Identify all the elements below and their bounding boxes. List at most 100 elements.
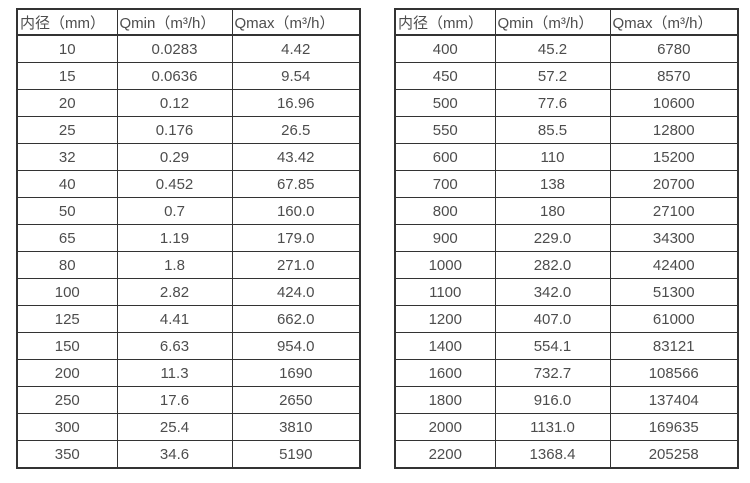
data-cell: 9.54: [231, 62, 361, 90]
data-cell: 800: [394, 197, 496, 225]
data-cell: 600: [394, 143, 496, 171]
data-cell: 160.0: [231, 197, 361, 225]
data-cell: 77.6: [494, 89, 611, 117]
data-cell: 1800: [394, 386, 496, 414]
data-cell: 83121: [609, 332, 739, 360]
data-cell: 20700: [609, 170, 739, 198]
data-cell: 42400: [609, 251, 739, 279]
header-cell: Qmin（m³/h）: [116, 8, 233, 36]
header-cell: Qmax（m³/h）: [231, 8, 361, 36]
data-cell: 179.0: [231, 224, 361, 252]
data-cell: 8570: [609, 62, 739, 90]
data-cell: 25: [16, 116, 118, 144]
data-cell: 61000: [609, 305, 739, 333]
data-cell: 0.176: [116, 116, 233, 144]
data-cell: 1100: [394, 278, 496, 306]
table-row: 300 25.4 3810: [16, 413, 361, 441]
table-row: 150 6.63 954.0: [16, 332, 361, 360]
data-cell: 271.0: [231, 251, 361, 279]
data-cell: 0.0283: [116, 34, 233, 63]
data-cell: 350: [16, 440, 118, 469]
data-cell: 15: [16, 62, 118, 90]
table-row: 100 2.82 424.0: [16, 278, 361, 306]
data-cell: 15200: [609, 143, 739, 171]
data-cell: 4.42: [231, 34, 361, 63]
data-cell: 40: [16, 170, 118, 198]
data-cell: 0.0636: [116, 62, 233, 90]
data-cell: 1131.0: [494, 413, 611, 441]
flow-spec-table-right: 内径（mm） Qmin（m³/h） Qmax（m³/h） 400 45.2 6780 450…: [394, 8, 739, 469]
data-cell: 32: [16, 143, 118, 171]
data-cell: 34.6: [116, 440, 233, 469]
table-row: 25 0.176 26.5: [16, 116, 361, 144]
data-cell: 169635: [609, 413, 739, 441]
table-row: 1400 554.1 83121: [394, 332, 739, 360]
data-cell: 200: [16, 359, 118, 387]
table-row: 125 4.41 662.0: [16, 305, 361, 333]
table-row: 2000 1131.0 169635: [394, 413, 739, 441]
data-cell: 2650: [231, 386, 361, 414]
data-cell: 554.1: [494, 332, 611, 360]
data-cell: 17.6: [116, 386, 233, 414]
data-cell: 6.63: [116, 332, 233, 360]
table-row: 200 11.3 1690: [16, 359, 361, 387]
data-cell: 45.2: [494, 34, 611, 63]
data-cell: 954.0: [231, 332, 361, 360]
data-cell: 500: [394, 89, 496, 117]
table-row: 1800 916.0 137404: [394, 386, 739, 414]
table-row: 700 138 20700: [394, 170, 739, 198]
data-cell: 25.4: [116, 413, 233, 441]
header-cell: 内径（mm）: [16, 8, 118, 36]
data-cell: 0.29: [116, 143, 233, 171]
header-row: 内径（mm） Qmin（m³/h） Qmax（m³/h）: [394, 8, 739, 36]
table-row: 800 180 27100: [394, 197, 739, 225]
data-cell: 57.2: [494, 62, 611, 90]
data-cell: 137404: [609, 386, 739, 414]
flow-spec-tables: 内径（mm） Qmin（m³/h） Qmax（m³/h） 10 0.0283 4.42 15…: [16, 8, 739, 469]
data-cell: 26.5: [231, 116, 361, 144]
data-cell: 10600: [609, 89, 739, 117]
table-row: 1200 407.0 61000: [394, 305, 739, 333]
data-cell: 300: [16, 413, 118, 441]
table-row: 1000 282.0 42400: [394, 251, 739, 279]
data-cell: 4.41: [116, 305, 233, 333]
data-cell: 6780: [609, 34, 739, 63]
data-cell: 85.5: [494, 116, 611, 144]
data-cell: 342.0: [494, 278, 611, 306]
data-cell: 550: [394, 116, 496, 144]
table-row: 10 0.0283 4.42: [16, 34, 361, 63]
data-cell: 1.19: [116, 224, 233, 252]
data-cell: 205258: [609, 440, 739, 469]
data-cell: 250: [16, 386, 118, 414]
table-row: 32 0.29 43.42: [16, 143, 361, 171]
table-row: 450 57.2 8570: [394, 62, 739, 90]
data-cell: 0.12: [116, 89, 233, 117]
data-cell: 20: [16, 89, 118, 117]
table-row: 65 1.19 179.0: [16, 224, 361, 252]
table-row: 80 1.8 271.0: [16, 251, 361, 279]
table-row: 2200 1368.4 205258: [394, 440, 739, 469]
data-cell: 2000: [394, 413, 496, 441]
data-cell: 108566: [609, 359, 739, 387]
table-row: 1100 342.0 51300: [394, 278, 739, 306]
header-row: 内径（mm） Qmin（m³/h） Qmax（m³/h）: [16, 8, 361, 36]
data-cell: 3810: [231, 413, 361, 441]
table-row: 600 110 15200: [394, 143, 739, 171]
data-cell: 50: [16, 197, 118, 225]
data-cell: 27100: [609, 197, 739, 225]
data-cell: 12800: [609, 116, 739, 144]
data-cell: 2.82: [116, 278, 233, 306]
data-cell: 138: [494, 170, 611, 198]
data-cell: 110: [494, 143, 611, 171]
data-cell: 1400: [394, 332, 496, 360]
data-cell: 125: [16, 305, 118, 333]
table-row: 350 34.6 5190: [16, 440, 361, 469]
data-cell: 2200: [394, 440, 496, 469]
data-cell: 43.42: [231, 143, 361, 171]
data-cell: 900: [394, 224, 496, 252]
data-cell: 10: [16, 34, 118, 63]
data-cell: 0.7: [116, 197, 233, 225]
data-cell: 700: [394, 170, 496, 198]
data-cell: 450: [394, 62, 496, 90]
data-cell: 0.452: [116, 170, 233, 198]
